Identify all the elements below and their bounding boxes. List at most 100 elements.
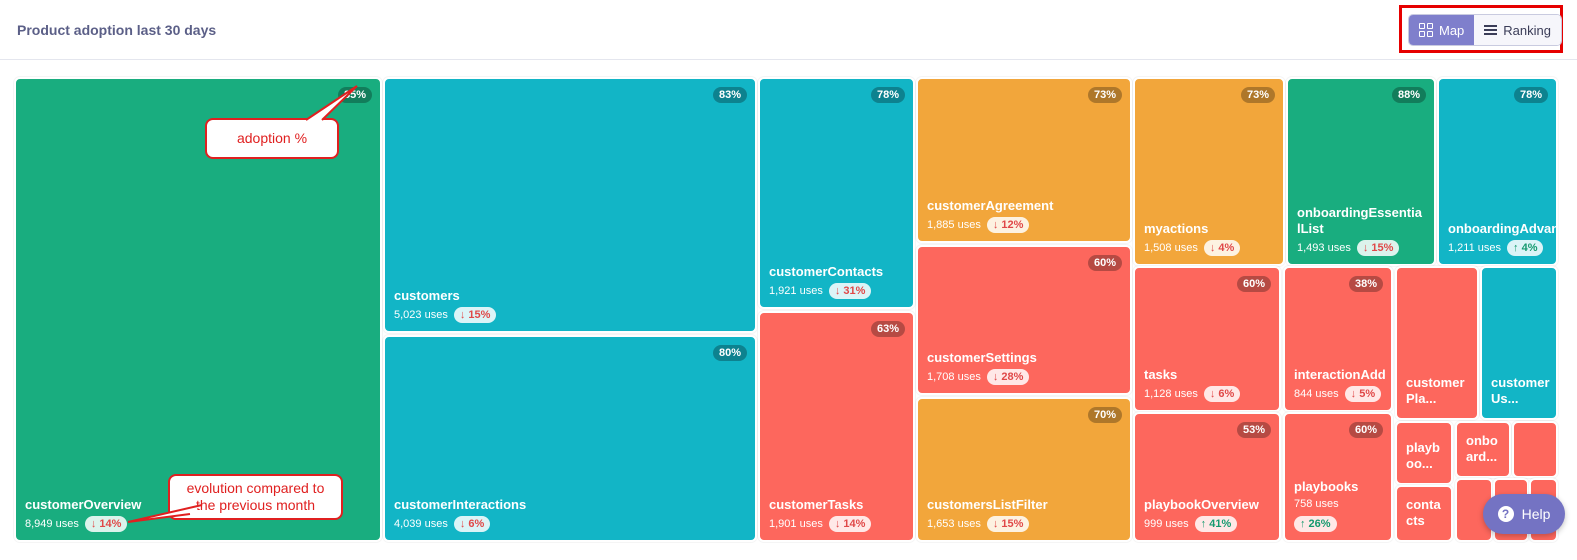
- adoption-badge: 70%: [1087, 407, 1122, 423]
- evolution-badge: ↓ 12%: [986, 217, 1030, 233]
- treemap-tile[interactable]: 88% onboardingEssentialList 1,493 uses ↓ 15…: [1286, 77, 1436, 266]
- tile-info: playb oo...: [1406, 440, 1442, 475]
- uses-count: 1,128 uses: [1144, 388, 1198, 400]
- treemap-tile[interactable]: customer Us...: [1480, 266, 1558, 420]
- tile-name: customerTasks: [769, 497, 864, 512]
- tile-info: customerTasks 1,901 uses ↓ 14%: [769, 497, 904, 532]
- tile-stats: 8,949 uses ↓ 14%: [25, 516, 371, 532]
- page-title: Product adoption last 30 days: [17, 22, 217, 38]
- tile-stats: 1,708 uses ↓ 28%: [927, 369, 1121, 385]
- tile-stats: 844 uses ↓ 5%: [1294, 386, 1382, 402]
- tile-name: customers: [394, 288, 460, 303]
- adoption-badge: 85%: [337, 87, 372, 103]
- tile-stats: 1,493 uses ↓ 15%: [1297, 240, 1425, 256]
- treemap-tile[interactable]: 73% customerAgreement 1,885 uses ↓ 12%: [916, 77, 1132, 243]
- adoption-badge: 60%: [1087, 255, 1122, 271]
- help-label: Help: [1521, 506, 1551, 522]
- uses-count: 758 uses: [1294, 498, 1339, 510]
- ranking-view-label: Ranking: [1503, 22, 1551, 38]
- evolution-badge: ↑ 26%: [1294, 516, 1337, 532]
- treemap-tile[interactable]: 38% interactionAdd 844 uses ↓ 5%: [1283, 266, 1393, 412]
- treemap-tile[interactable]: conta cts: [1395, 485, 1453, 542]
- help-button[interactable]: ? Help: [1483, 494, 1565, 534]
- tile-stats: 758 uses ↑ 26%: [1294, 498, 1382, 532]
- treemap-tile[interactable]: 85% customerOverview 8,949 uses ↓ 14%: [14, 77, 382, 542]
- treemap-tile[interactable]: 73% myactions 1,508 uses ↓ 4%: [1133, 77, 1285, 266]
- question-icon: ?: [1497, 506, 1514, 522]
- treemap-tile[interactable]: onbo ard...: [1455, 421, 1511, 478]
- tile-stats: 4,039 uses ↓ 6%: [394, 516, 746, 532]
- tile-info: playbookOverview 999 uses ↑ 41%: [1144, 497, 1270, 532]
- treemap-tile[interactable]: 78% customerContacts 1,921 uses ↓ 31%: [758, 77, 915, 309]
- adoption-badge: 80%: [712, 345, 747, 361]
- treemap-tile[interactable]: 70% customersListFilter 1,653 uses ↓ 15%: [916, 397, 1132, 542]
- evolution-badge: ↓ 4%: [1203, 240, 1241, 256]
- treemap-tile[interactable]: customer Pla...: [1395, 266, 1479, 420]
- adoption-badge: 53%: [1236, 422, 1271, 438]
- uses-count: 999 uses: [1144, 518, 1189, 530]
- page-header: Product adoption last 30 days Map Rankin…: [0, 0, 1577, 60]
- treemap-tile[interactable]: 80% customerInteractions 4,039 uses ↓ 6%: [383, 335, 757, 542]
- adoption-badge: 83%: [712, 87, 747, 103]
- map-view-label: Map: [1439, 22, 1465, 38]
- tile-name: customerContacts: [769, 264, 884, 279]
- adoption-badge: 73%: [1087, 87, 1122, 103]
- tile-name: customer Us...: [1491, 375, 1550, 406]
- treemap-tile[interactable]: playb oo...: [1395, 421, 1453, 485]
- tile-stats: 1,508 uses ↓ 4%: [1144, 240, 1274, 256]
- tile-name: customerOverview: [25, 497, 142, 512]
- evolution-badge: ↑ 41%: [1194, 516, 1238, 532]
- tile-name: myactions: [1144, 221, 1209, 236]
- map-view-button[interactable]: Map: [1409, 15, 1475, 45]
- treemap-tile[interactable]: [1512, 421, 1558, 478]
- tile-info: playbooks 758 uses ↑ 26%: [1294, 479, 1382, 532]
- tile-info: onboardingEssentialList 1,493 uses ↓ 15%: [1297, 205, 1425, 256]
- uses-count: 1,901 uses: [769, 518, 823, 530]
- treemap-tile[interactable]: 53% playbookOverview 999 uses ↑ 41%: [1133, 412, 1281, 542]
- tile-name: customerInteractions: [394, 497, 527, 512]
- tile-info: myactions 1,508 uses ↓ 4%: [1144, 221, 1274, 256]
- tile-name: onboardingEssentialList: [1297, 205, 1422, 236]
- adoption-badge: 63%: [870, 321, 905, 337]
- evolution-badge: ↓ 6%: [453, 516, 491, 532]
- adoption-badge: 73%: [1240, 87, 1275, 103]
- evolution-badge: ↓ 14%: [84, 516, 128, 532]
- tile-name: interactionAdd: [1294, 367, 1386, 382]
- grid-icon: [1419, 23, 1433, 37]
- evolution-badge: ↓ 31%: [828, 283, 872, 299]
- tile-name: playbooks: [1294, 479, 1359, 494]
- treemap-tile[interactable]: 63% customerTasks 1,901 uses ↓ 14%: [758, 311, 915, 542]
- adoption-badge: 78%: [870, 87, 905, 103]
- uses-count: 1,211 uses: [1448, 242, 1502, 254]
- treemap-tile[interactable]: 60% playbooks 758 uses ↑ 26%: [1283, 412, 1393, 542]
- tile-name: onboardingAdvancedList: [1448, 221, 1556, 236]
- tile-info: customers 5,023 uses ↓ 15%: [394, 288, 746, 323]
- tile-name: conta cts: [1406, 497, 1441, 528]
- uses-count: 1,708 uses: [927, 371, 981, 383]
- evolution-badge: ↓ 28%: [986, 369, 1030, 385]
- tile-stats: 1,211 uses ↑ 4%: [1448, 240, 1547, 256]
- tile-info: interactionAdd 844 uses ↓ 5%: [1294, 367, 1386, 402]
- tile-name: playbookOverview: [1144, 497, 1259, 512]
- treemap-tile[interactable]: 78% onboardingAdvancedList 1,211 uses ↑ 4%: [1437, 77, 1558, 266]
- evolution-badge: ↓ 15%: [986, 516, 1030, 532]
- tile-name: customer Pla...: [1406, 375, 1465, 406]
- adoption-badge: 88%: [1391, 87, 1426, 103]
- adoption-annotation: adoption %: [205, 118, 339, 159]
- treemap-tile[interactable]: 60% customerSettings 1,708 uses ↓ 28%: [916, 245, 1132, 395]
- treemap-tile[interactable]: 60% tasks 1,128 uses ↓ 6%: [1133, 266, 1281, 412]
- adoption-badge: 60%: [1236, 276, 1271, 292]
- tile-info: customerOverview 8,949 uses ↓ 14%: [25, 497, 371, 532]
- ranking-view-button[interactable]: Ranking: [1474, 15, 1561, 45]
- uses-count: 5,023 uses: [394, 309, 448, 321]
- uses-count: 4,039 uses: [394, 518, 448, 530]
- tile-stats: 1,885 uses ↓ 12%: [927, 217, 1121, 233]
- tile-name: customerSettings: [927, 350, 1037, 365]
- tile-name: onbo ard...: [1466, 433, 1498, 464]
- tile-info: onbo ard...: [1466, 433, 1500, 468]
- uses-count: 1,508 uses: [1144, 242, 1198, 254]
- evolution-badge: ↓ 5%: [1344, 386, 1382, 402]
- treemap-tile[interactable]: 83% customers 5,023 uses ↓ 15%: [383, 77, 757, 333]
- tile-info: customerContacts 1,921 uses ↓ 31%: [769, 264, 904, 299]
